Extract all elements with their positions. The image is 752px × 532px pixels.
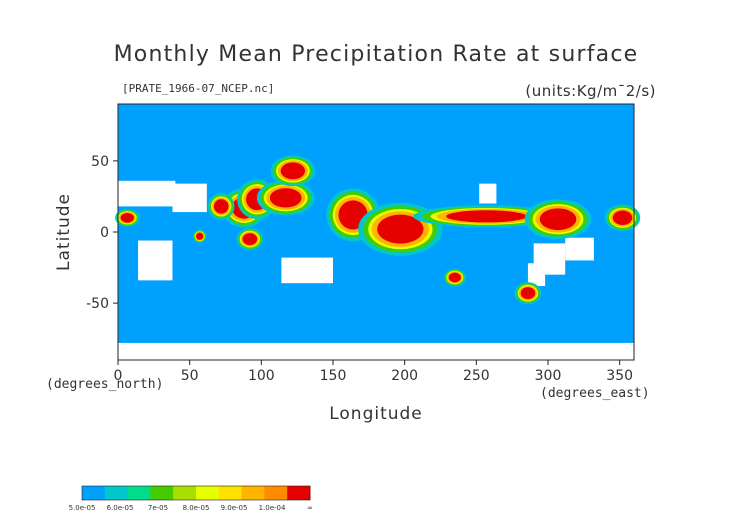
precip-region-11-level-4: [280, 162, 306, 180]
units-label: (units:Kg/m¯2/s): [525, 82, 656, 100]
x-tick-label-300: 300: [535, 368, 562, 384]
colorbar-label-3: 8.0e-05: [183, 504, 210, 512]
colorbar-swatch-8: [264, 486, 288, 500]
x-tick-label-250: 250: [463, 368, 490, 384]
colorbar-frame: [81, 485, 311, 501]
chart-title: Monthly Mean Precipitation Rate at surfa…: [113, 42, 639, 67]
x-tick-label-50: 50: [181, 368, 199, 384]
missing-region-3: [281, 257, 333, 284]
colorbar-swatch-3: [150, 486, 174, 500]
x-unit-label: (degrees_east): [540, 386, 650, 401]
precip-region-14-level-4: [196, 232, 204, 240]
precip-region-3-level-4: [213, 199, 229, 214]
x-tick-label-0: 0: [114, 368, 123, 384]
missing-region-6: [565, 237, 594, 261]
colorbar-label-6: ∞: [307, 504, 313, 512]
precip-region-5-level-4: [377, 214, 424, 244]
precip-region-12-level-4: [520, 287, 536, 300]
missing-region-1: [172, 183, 207, 213]
colorbar-label-1: 6.0e-05: [107, 504, 134, 512]
y-tick-label-50: 50: [91, 154, 109, 170]
x-tick-label-200: 200: [391, 368, 418, 384]
y-tick-label--50: -50: [86, 296, 109, 312]
colorbar-swatch-5: [196, 486, 220, 500]
missing-region-8: [118, 342, 634, 360]
precip-region-10-level-4: [242, 233, 258, 246]
precip-region-2-level-4: [269, 188, 302, 208]
colorbar-label-5: 1.0e-04: [259, 504, 286, 512]
x-axis-title: Longitude: [329, 404, 423, 424]
colorbar-label-2: 7e-05: [148, 504, 168, 512]
precip-region-6-level-4: [446, 210, 527, 223]
source-label: [PRATE_1966-07_NCEP.nc]: [122, 82, 275, 95]
colorbar-label-4: 9.0e-05: [221, 504, 248, 512]
colorbar-swatch-0: [82, 486, 106, 500]
colorbar-swatch-4: [173, 486, 197, 500]
missing-region-4: [479, 183, 497, 204]
colorbar-swatch-2: [127, 486, 151, 500]
colorbar-label-0: 5.0e-05: [69, 504, 96, 512]
precip-region-8-level-4: [612, 210, 633, 226]
precip-region-13-level-4: [448, 272, 461, 283]
y-unit-label: (degrees_north): [46, 377, 164, 392]
missing-region-0: [118, 180, 176, 207]
x-tick-label-150: 150: [320, 368, 347, 384]
colorbar-swatch-9: [287, 486, 311, 500]
colorbar-swatch-6: [218, 486, 243, 500]
missing-region-2: [138, 240, 173, 281]
x-tick-label-100: 100: [248, 368, 275, 384]
x-tick-label-350: 350: [606, 368, 633, 384]
y-tick-label-0: 0: [100, 225, 109, 241]
precip-region-7-level-4: [539, 208, 577, 231]
missing-region-7: [527, 263, 546, 287]
precip-region-9-level-4: [120, 212, 135, 223]
colorbar-swatch-1: [104, 486, 129, 500]
colorbar-swatch-7: [241, 486, 265, 500]
